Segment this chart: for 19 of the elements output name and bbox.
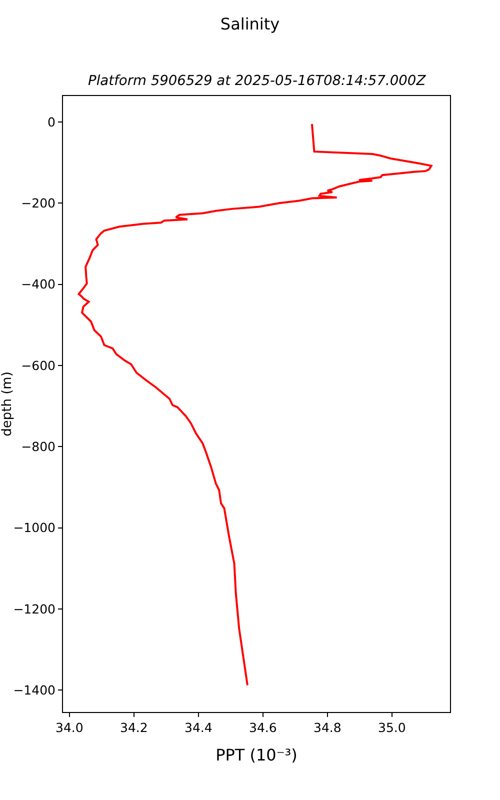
chart-subtitle: Platform 5906529 at 2025-05-16T08:14:57.000Z — [88, 73, 426, 89]
x-tick-label: 34.2 — [120, 720, 148, 735]
x-tick-label: 34.4 — [184, 720, 212, 735]
y-tick-label: 0 — [48, 114, 56, 130]
y-tick-label: −600 — [21, 358, 56, 373]
y-tick-label: −1400 — [13, 682, 56, 698]
y-tick-label: −200 — [21, 196, 56, 211]
x-tick-label: 34.6 — [249, 720, 277, 735]
x-tick-label: 34.0 — [56, 720, 84, 735]
x-tick-label: 35.0 — [378, 720, 406, 735]
x-axis-title: PPT (10⁻³) — [216, 746, 298, 765]
chart-title: Salinity — [220, 14, 280, 34]
y-axis-title: depth (m) — [0, 372, 15, 436]
x-tick-label: 34.8 — [314, 720, 342, 735]
y-tick-label: −800 — [21, 438, 56, 454]
y-tick-label: −1200 — [13, 601, 56, 616]
y-tick-label: −1000 — [13, 520, 56, 536]
line-series — [78, 123, 432, 686]
y-tick-label: −400 — [21, 276, 56, 292]
